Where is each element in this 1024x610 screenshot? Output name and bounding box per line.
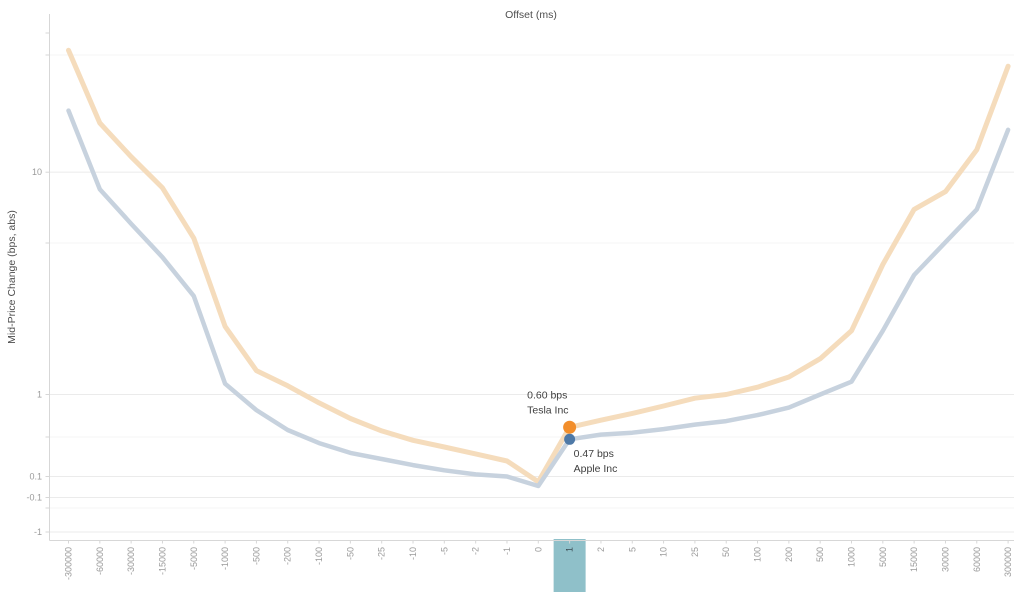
x-tick-label[interactable]: -300000	[64, 547, 74, 580]
x-tick-label[interactable]: 300000	[1003, 547, 1013, 577]
marker-tesla-inc[interactable]	[563, 420, 577, 434]
x-tick-label[interactable]: 25	[690, 547, 700, 557]
x-tick-label[interactable]: -1000	[220, 547, 230, 570]
x-tick-label[interactable]: -5	[439, 547, 449, 555]
x-tick-label[interactable]: 5	[627, 547, 637, 552]
y-tick-label: -0.1	[26, 492, 42, 502]
annotation-apple-inc: 0.47 bps	[574, 448, 614, 460]
annotation-tesla-inc: Tesla Inc	[527, 404, 568, 416]
y-axis-title: Mid-Price Change (bps, abs)	[6, 210, 18, 344]
x-tick-label[interactable]: 10	[659, 547, 669, 557]
x-tick-label[interactable]: -10	[408, 547, 418, 560]
x-tick-label[interactable]: 5000	[878, 547, 888, 567]
marker-apple-inc[interactable]	[564, 433, 576, 445]
x-tick-label[interactable]: 50	[721, 547, 731, 557]
x-tick-label[interactable]: 0	[533, 547, 543, 552]
x-axis-title: Offset (ms)	[505, 9, 557, 21]
y-tick-label: 1	[37, 389, 42, 399]
series-line-tesla-inc[interactable]	[66, 47, 1011, 485]
series-line-apple-inc[interactable]	[66, 108, 1011, 489]
y-tick-label: 0.1	[29, 472, 42, 482]
x-tick-label[interactable]: 2	[596, 547, 606, 552]
x-tick-label[interactable]: -50	[345, 547, 355, 560]
x-tick-label[interactable]: 500	[815, 547, 825, 562]
x-tick-label[interactable]: 30000	[940, 547, 950, 572]
x-tick-label[interactable]: -60000	[95, 547, 105, 575]
x-tick-label[interactable]: -200	[283, 547, 293, 565]
x-tick-label[interactable]: 15000	[909, 547, 919, 572]
x-tick-label[interactable]: 60000	[972, 547, 982, 572]
x-tick-label[interactable]: 200	[784, 547, 794, 562]
x-tick-label[interactable]: -100	[314, 547, 324, 565]
y-tick-label: 10	[32, 167, 42, 177]
x-tick-label[interactable]: -500	[251, 547, 261, 565]
x-tick-label[interactable]: -30000	[126, 547, 136, 575]
x-axis-highlight[interactable]	[553, 539, 586, 592]
x-tick-label[interactable]: -1	[502, 547, 512, 555]
y-tick-label: -1	[34, 527, 42, 537]
x-tick-label[interactable]: 100	[753, 547, 763, 562]
x-tick-label[interactable]: -25	[377, 547, 387, 560]
x-tick-label[interactable]: -2	[471, 547, 481, 555]
x-tick-label[interactable]: 1	[565, 547, 575, 552]
x-tick-label[interactable]: 1000	[847, 547, 857, 567]
x-tick-label[interactable]: -5000	[189, 547, 199, 570]
annotation-apple-inc: Apple Inc	[574, 463, 618, 475]
x-tick-label[interactable]: -15000	[157, 547, 167, 575]
annotation-tesla-inc: 0.60 bps	[527, 389, 567, 401]
